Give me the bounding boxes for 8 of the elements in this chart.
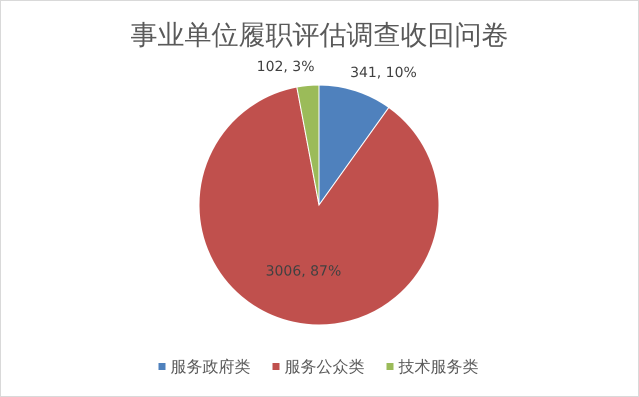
data-label: 102, 3% (256, 59, 315, 76)
pie-slice (198, 86, 440, 326)
data-label: 341, 10% (350, 65, 417, 82)
legend-label: 服务政府类 (170, 357, 250, 376)
data-label: 3006, 87% (266, 263, 342, 280)
legend-label: 服务公众类 (284, 357, 364, 376)
chart-title: 事业单位履职评估调查收回问卷 (130, 20, 508, 51)
legend-label: 技术服务类 (398, 357, 478, 376)
